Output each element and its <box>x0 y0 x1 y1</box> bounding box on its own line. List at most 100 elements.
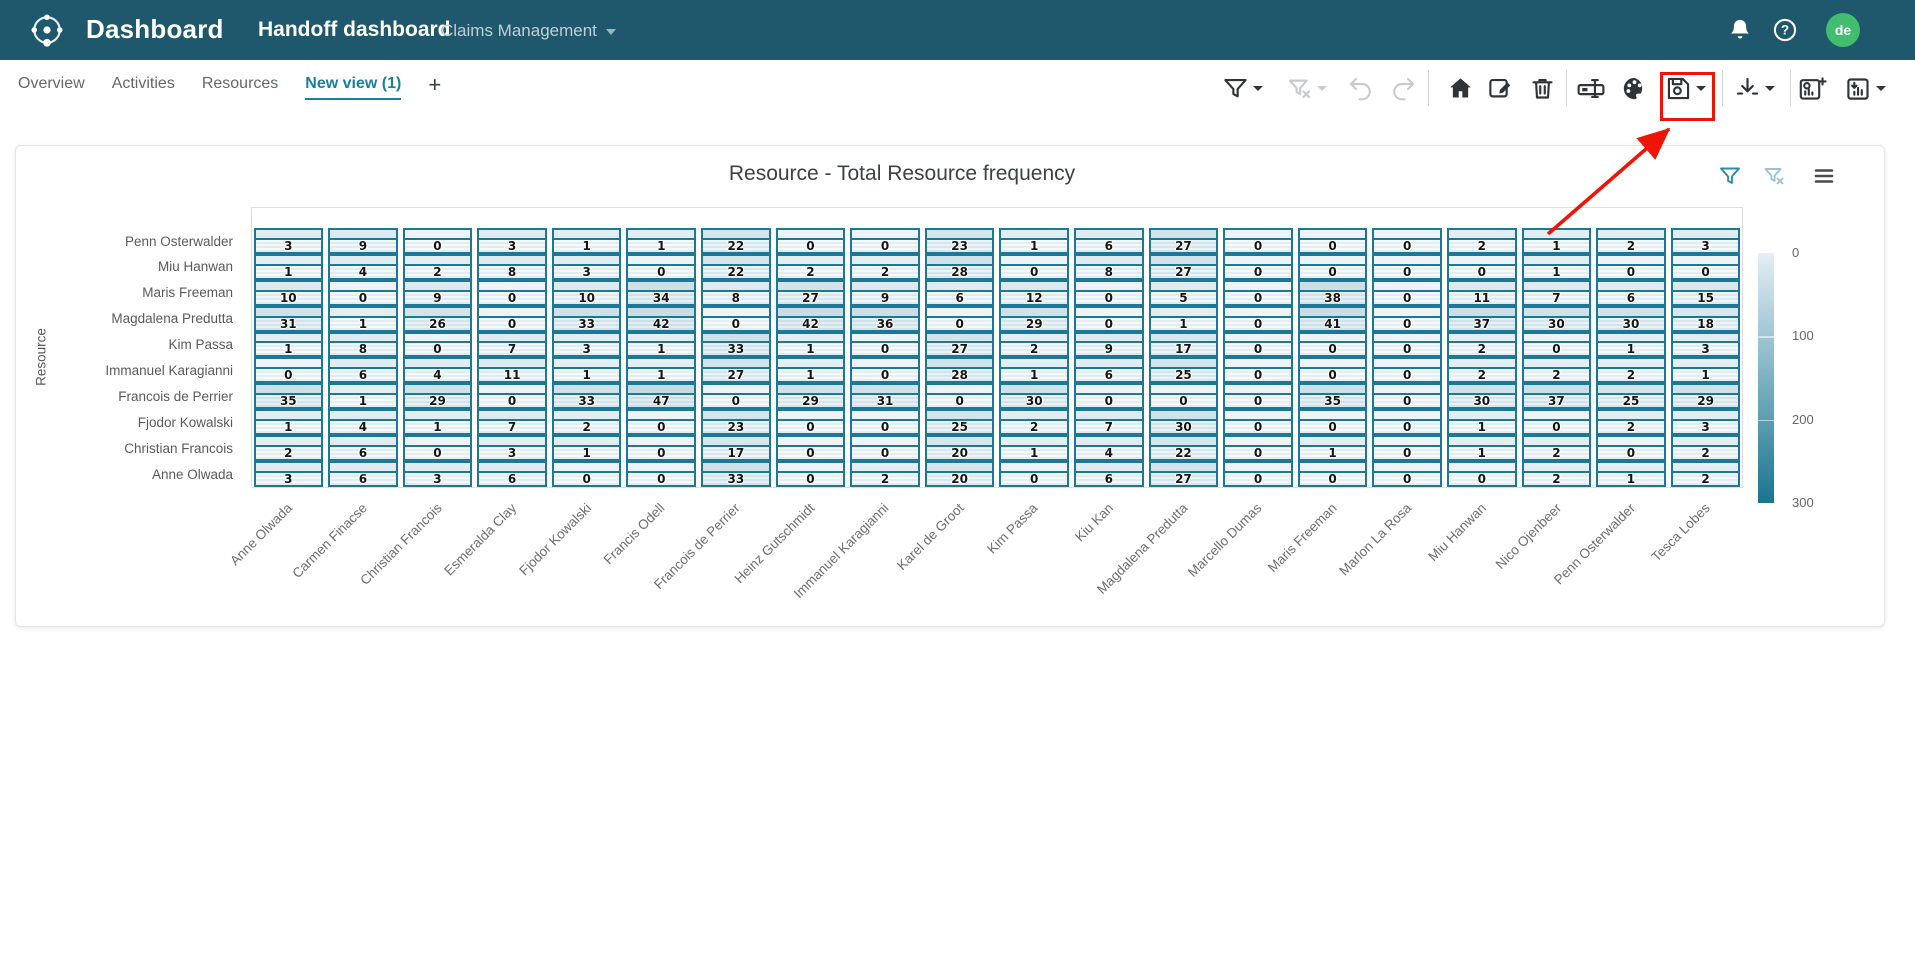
chart-filter-button[interactable] <box>1718 164 1742 188</box>
heatmap-cell[interactable]: 9 <box>402 279 473 306</box>
heatmap-cell[interactable]: 0 <box>775 461 846 487</box>
heatmap-cell[interactable]: 0 <box>1223 383 1293 410</box>
heatmap-cell[interactable]: 0 <box>1297 357 1368 384</box>
heatmap-cell[interactable]: 1 <box>1148 305 1219 332</box>
heatmap-cell[interactable]: 8 <box>328 331 398 358</box>
heatmap-cell[interactable]: 0 <box>1223 253 1293 280</box>
heatmap-cell[interactable]: 2 <box>1670 435 1741 462</box>
heatmap-cell[interactable]: 4 <box>328 409 398 436</box>
heatmap-cell[interactable]: 37 <box>1521 383 1592 410</box>
heatmap-cell[interactable]: 6 <box>1596 279 1666 306</box>
heatmap-cell[interactable]: 12 <box>999 279 1070 306</box>
heatmap-cell[interactable]: 30 <box>1447 383 1517 410</box>
heatmap-cell[interactable]: 11 <box>1447 279 1517 306</box>
heatmap-cell[interactable]: 0 <box>1372 461 1442 487</box>
heatmap-cell[interactable]: 2 <box>1596 357 1666 384</box>
heatmap-cell[interactable]: 2 <box>1521 435 1592 462</box>
heatmap-cell[interactable]: 0 <box>924 383 995 410</box>
heatmap-cell[interactable]: 0 <box>850 357 920 384</box>
heatmap-cell[interactable]: 29 <box>775 383 846 410</box>
heatmap-cell[interactable]: 1 <box>1447 409 1517 436</box>
heatmap-cell[interactable]: 3 <box>477 435 547 462</box>
heatmap-cell[interactable]: 4 <box>328 253 398 280</box>
heatmap-cell[interactable]: 28 <box>924 253 995 280</box>
heatmap-cell[interactable]: 0 <box>1297 461 1368 487</box>
heatmap-cell[interactable]: 0 <box>1596 253 1666 280</box>
heatmap-cell[interactable]: 6 <box>328 435 398 462</box>
heatmap-cell[interactable]: 6 <box>1074 461 1144 487</box>
heatmap-cell[interactable]: 2 <box>850 253 920 280</box>
heatmap-cell[interactable]: 1 <box>1447 435 1517 462</box>
heatmap-cell[interactable]: 27 <box>1148 228 1219 254</box>
heatmap-cell[interactable]: 33 <box>701 461 771 487</box>
tab-resources[interactable]: Resources <box>201 74 279 92</box>
heatmap-cell[interactable]: 41 <box>1297 305 1368 332</box>
chart-menu-button[interactable] <box>1812 164 1836 188</box>
heatmap-cell[interactable]: 8 <box>477 253 547 280</box>
heatmap-cell[interactable]: 0 <box>1223 331 1293 358</box>
heatmap-cell[interactable]: 31 <box>253 305 324 332</box>
heatmap-cell[interactable]: 29 <box>402 383 473 410</box>
heatmap-cell[interactable]: 0 <box>1372 279 1442 306</box>
heatmap-cell[interactable]: 20 <box>924 435 995 462</box>
heatmap-cell[interactable]: 7 <box>1521 279 1592 306</box>
heatmap-cell[interactable]: 0 <box>1372 253 1442 280</box>
heatmap-cell[interactable]: 0 <box>1372 357 1442 384</box>
heatmap-cell[interactable]: 17 <box>1148 331 1219 358</box>
heatmap-cell[interactable]: 1 <box>626 331 697 358</box>
heatmap-cell[interactable]: 9 <box>1074 331 1144 358</box>
heatmap-cell[interactable]: 27 <box>701 357 771 384</box>
heatmap-cell[interactable]: 0 <box>477 279 547 306</box>
heatmap-cell[interactable]: 2 <box>1447 228 1517 254</box>
heatmap-cell[interactable]: 2 <box>1521 357 1592 384</box>
heatmap-cell[interactable]: 33 <box>551 383 622 410</box>
heatmap-cell[interactable]: 0 <box>402 331 473 358</box>
heatmap-cell[interactable]: 30 <box>1148 409 1219 436</box>
heatmap-cell[interactable]: 25 <box>1148 357 1219 384</box>
heatmap-cell[interactable]: 0 <box>775 409 846 436</box>
heatmap-cell[interactable]: 1 <box>253 409 324 436</box>
heatmap-cell[interactable]: 2 <box>1447 331 1517 358</box>
heatmap-cell[interactable]: 1 <box>626 357 697 384</box>
heatmap-cell[interactable]: 6 <box>477 461 547 487</box>
heatmap-cell[interactable]: 29 <box>1670 383 1741 410</box>
heatmap-cell[interactable]: 2 <box>1521 461 1592 487</box>
heatmap-cell[interactable]: 0 <box>1521 331 1592 358</box>
bell-icon[interactable] <box>1727 17 1753 43</box>
heatmap-cell[interactable]: 0 <box>850 228 920 254</box>
heatmap-cell[interactable]: 33 <box>551 305 622 332</box>
heatmap-cell[interactable]: 20 <box>924 461 995 487</box>
heatmap-cell[interactable]: 1 <box>328 383 398 410</box>
heatmap-cell[interactable]: 33 <box>701 331 771 358</box>
add-chart-button[interactable] <box>1798 72 1827 104</box>
heatmap-cell[interactable]: 2 <box>999 409 1070 436</box>
heatmap-cell[interactable]: 18 <box>1670 305 1741 332</box>
heatmap-cell[interactable]: 0 <box>626 461 697 487</box>
filter-button[interactable] <box>1222 72 1263 104</box>
heatmap-cell[interactable]: 9 <box>328 228 398 254</box>
heatmap-cell[interactable]: 22 <box>701 228 771 254</box>
heatmap-cell[interactable]: 42 <box>626 305 697 332</box>
heatmap-cell[interactable]: 2 <box>402 253 473 280</box>
heatmap-cell[interactable]: 2 <box>775 253 846 280</box>
heatmap-cell[interactable]: 11 <box>477 357 547 384</box>
heatmap-cell[interactable]: 0 <box>850 331 920 358</box>
heatmap-cell[interactable]: 1 <box>402 409 473 436</box>
heatmap-cell[interactable]: 0 <box>1447 461 1517 487</box>
heatmap-cell[interactable]: 34 <box>626 279 697 306</box>
heatmap-cell[interactable]: 1 <box>1521 253 1592 280</box>
heatmap-cell[interactable]: 15 <box>1670 279 1741 306</box>
heatmap-cell[interactable]: 0 <box>1372 435 1442 462</box>
heatmap-cell[interactable]: 0 <box>999 253 1070 280</box>
heatmap-cell[interactable]: 1 <box>253 331 324 358</box>
heatmap-cell[interactable]: 0 <box>775 228 846 254</box>
heatmap-cell[interactable]: 30 <box>999 383 1070 410</box>
heatmap-cell[interactable]: 0 <box>850 435 920 462</box>
heatmap-cell[interactable]: 26 <box>402 305 473 332</box>
heatmap-cell[interactable]: 22 <box>1148 435 1219 462</box>
heatmap-cell[interactable]: 23 <box>701 409 771 436</box>
heatmap-cell[interactable]: 27 <box>775 279 846 306</box>
user-avatar[interactable]: de <box>1826 13 1860 47</box>
tab-activities[interactable]: Activities <box>111 74 175 92</box>
heatmap-cell[interactable]: 6 <box>328 357 398 384</box>
